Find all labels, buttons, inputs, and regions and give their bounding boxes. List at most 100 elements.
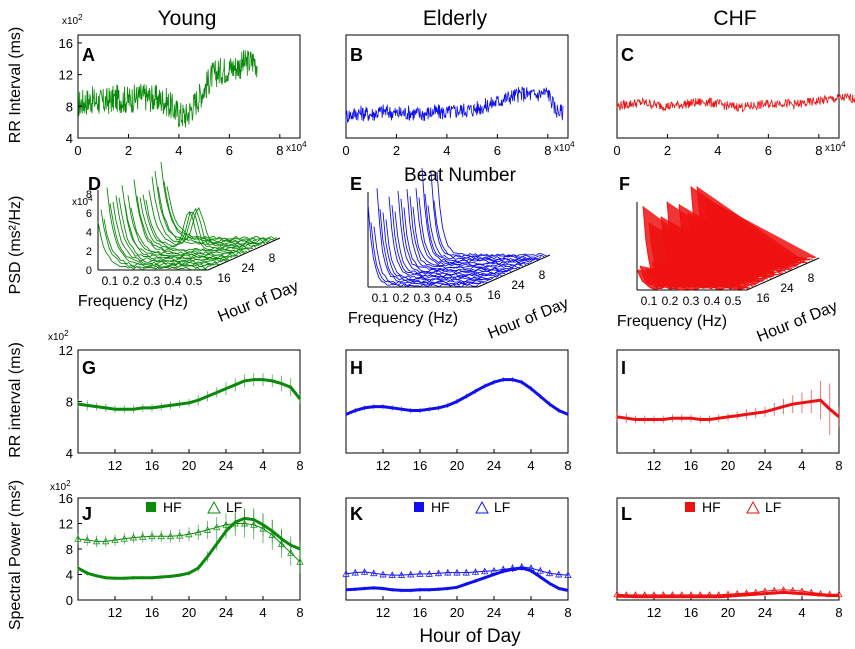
panel-letter: G [82, 358, 96, 378]
panel-e: 0.1 0.2 0.3 0.4 0.5 16 24 8 E Frequency (Hz) Hour … [348, 167, 572, 343]
hour-axis-label: Hour of Day [486, 295, 572, 343]
lf-marker [203, 526, 212, 533]
lf-marker [296, 558, 304, 565]
psd-trace [430, 172, 542, 260]
column-title-elderly: Elderly [423, 7, 488, 30]
lf-marker [555, 570, 563, 578]
x-tick-label: 8 [815, 143, 822, 158]
x-tick-label: 20 [182, 605, 196, 620]
hour-axis-label: Hour of Day [755, 298, 841, 346]
frequency-tick-label: 0.2 [662, 294, 679, 308]
x-tick-label: 0 [613, 143, 620, 158]
lf-marker [407, 570, 415, 578]
psd-trace [115, 195, 227, 263]
x-tick-label: 4 [798, 458, 805, 473]
y-tick-label: 16 [59, 491, 73, 506]
lf-marker [148, 532, 156, 540]
psd-trace [412, 207, 524, 267]
panel-letter: I [621, 358, 626, 378]
frequency-tick-label: 0.2 [393, 291, 410, 305]
hour-axis-label: Hour of Day [216, 278, 302, 326]
psd-trace [136, 195, 248, 253]
legend-lf-label: LF [765, 499, 781, 515]
psd-trace [166, 186, 278, 240]
x-tick-label: 6 [226, 143, 233, 158]
y-tick-label: 12 [59, 517, 73, 532]
psd-multiplier: x104 [72, 194, 93, 208]
lf-marker [92, 537, 101, 545]
psd-trace [370, 222, 482, 287]
x-multiplier-exponent: 4 [302, 140, 307, 149]
psd-trace [388, 196, 500, 278]
hour-tick-label: 24 [780, 281, 794, 295]
x-tick-label: 4 [175, 143, 182, 158]
column-title-chf: CHF [713, 7, 756, 30]
y-tick-label: 4 [66, 446, 73, 461]
panel-g: 12 16 20 24 4 8 4 8 12 G [59, 343, 304, 473]
y-tick-label: 4 [66, 568, 73, 583]
frequency-tick-label: 0.4 [704, 294, 721, 308]
x-tick-label: 4 [443, 143, 450, 158]
hour-axis [477, 254, 551, 288]
x-tick-label: 0 [74, 143, 81, 158]
y-multiplier-exponent: 2 [64, 329, 69, 338]
psd-trace [151, 176, 263, 247]
rr-hourly-line [77, 378, 302, 411]
x-tick-label: 12 [647, 605, 661, 620]
row-label-rr: RR Interval (ms) [7, 27, 24, 143]
frequency-tick-label: 0.5 [186, 274, 203, 288]
x-tick-label: 20 [182, 458, 196, 473]
y-tick-label: 8 [66, 99, 73, 114]
x-tick-label: 20 [450, 458, 464, 473]
y-multiplier-exponent: 2 [66, 479, 71, 488]
y-multiplier: x102 [48, 329, 69, 343]
x-tick-label: 24 [487, 605, 501, 620]
psd-trace [160, 161, 272, 243]
lf-marker [370, 569, 378, 577]
frequency-axis-label: Frequency (Hz) [617, 313, 727, 330]
panel-j: 12 16 20 24 4 8 0 4 8 12 16 J HF LF [59, 491, 304, 620]
y-tick-label: 0 [66, 593, 73, 608]
lf-marker [444, 568, 452, 576]
lf-marker [564, 571, 572, 578]
x-tick-label: 6 [765, 143, 772, 158]
x-multiplier-exponent: 4 [841, 140, 846, 149]
rr-trace-young [77, 49, 258, 128]
hf-line [617, 590, 839, 599]
x-tick-label: 12 [376, 605, 390, 620]
panel-k: 12 16 20 24 4 8 K HF LF [342, 497, 572, 620]
lf-marker [545, 569, 554, 577]
x-multiplier: x104 [286, 140, 307, 154]
frequency-tick-label: 0.4 [165, 274, 182, 288]
hour-tick-label: 16 [217, 271, 231, 285]
panel-f: 0.1 0.2 0.3 0.4 0.5 16 24 8 F Frequency (Hz) Hour … [617, 174, 840, 346]
legend-lf-label: LF [494, 499, 510, 515]
panel-b: 0 2 4 6 8 B [342, 34, 569, 158]
psd-trace [406, 189, 518, 271]
legend-lf-swatch [746, 500, 760, 514]
psd-multiplier-exponent: 4 [88, 194, 93, 203]
psd-trace [163, 181, 275, 242]
frequency-tick-label: 0.5 [456, 291, 473, 305]
lf-marker [453, 568, 461, 576]
psd-trace [436, 171, 548, 257]
frequency-tick-label: 0.4 [435, 291, 452, 305]
x-tick-label: 16 [684, 458, 698, 473]
psd-tick-label: 8 [86, 189, 92, 201]
xlabel-beat-number: Beat Number [404, 165, 517, 186]
panel-letter: A [82, 45, 95, 65]
hour-tick-label: 8 [269, 251, 276, 265]
legend-hf-swatch [685, 502, 695, 512]
panel-l: 12 16 20 24 4 8 L HF LF [613, 497, 843, 620]
x-multiplier: x104 [554, 140, 575, 154]
x-tick-label: 20 [450, 605, 464, 620]
x-tick-label: 6 [494, 143, 501, 158]
psd-trace [409, 196, 521, 269]
lf-marker [111, 536, 119, 543]
lf-marker [176, 531, 184, 539]
psd-trace [394, 211, 506, 276]
lf-marker [342, 570, 350, 577]
x-tick-label: 4 [527, 605, 534, 620]
